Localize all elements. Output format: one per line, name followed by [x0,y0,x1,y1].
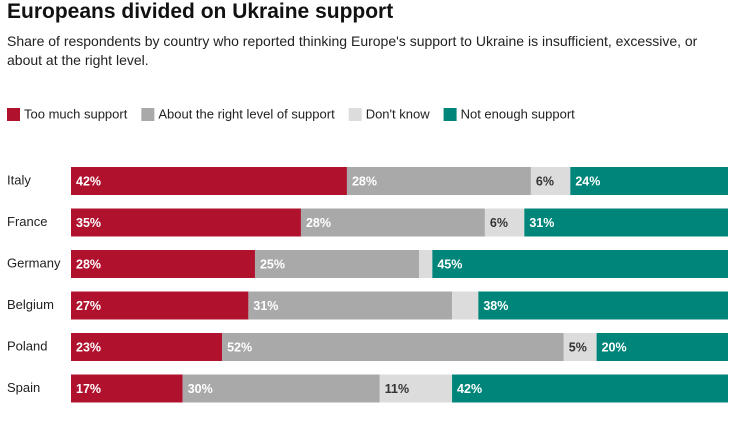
value-label: 28% [76,257,101,271]
value-label: 42% [76,174,101,188]
bar-segment [484,208,525,237]
legend-swatch [348,108,362,121]
bar-segment [478,291,728,320]
category-label: Germany [7,255,61,270]
bar-segment [419,250,433,278]
value-label: 28% [352,174,377,188]
bar-segment [254,250,420,278]
bar-segment [563,333,597,361]
category-label: France [7,214,47,229]
value-label: 11% [385,382,409,396]
category-label: Spain [7,380,40,395]
bar-segment [570,167,728,195]
value-label: 31% [253,299,278,313]
legend-label: Not enough support [461,106,576,121]
legend-swatch [443,108,457,121]
value-label: 23% [76,340,101,354]
bar-segment [222,333,564,361]
bar-segment [300,208,485,237]
chart-subtitle: Share of respondents by country who repo… [7,33,698,68]
bar-segment [452,291,479,320]
value-label: 6% [536,174,554,188]
legend-swatch [141,108,155,121]
category-label: Poland [7,338,47,353]
value-label: 6% [490,216,508,230]
bar-segment [71,167,347,195]
bar-segment [182,374,380,403]
legend-label: Too much support [24,106,128,121]
value-label: 31% [529,216,554,230]
category-label: Belgium [7,297,54,312]
value-label: 24% [575,174,600,188]
value-label: 30% [188,382,213,396]
value-label: 45% [437,257,462,271]
bar-segment [432,250,728,278]
bar-segment [71,333,223,361]
bar-segment [379,374,453,403]
chart-title: Europeans divided on Ukraine support [7,0,394,23]
value-label: 28% [306,216,331,230]
legend-swatch [7,108,20,121]
value-label: 42% [457,382,482,396]
legend-label: Don't know [366,106,431,121]
value-label: 52% [227,340,252,354]
bar-segment [524,208,728,237]
bar-segment [71,208,301,237]
bar-segment [71,250,255,278]
bar-segment [346,167,531,195]
bar-segment [596,333,728,361]
bar-segment [71,291,249,320]
value-label: 17% [76,382,101,396]
legend-label: About the right level of support [158,106,335,121]
value-label: 25% [260,257,285,271]
bar-segment [248,291,453,320]
value-label: 38% [483,299,508,313]
value-label: 35% [76,216,101,230]
category-label: Italy [7,172,31,187]
bar-segment [452,374,728,403]
bar-segment [71,374,183,403]
value-label: 5% [569,340,587,354]
bar-segment [530,167,571,195]
value-label: 27% [76,299,101,313]
value-label: 20% [602,340,627,354]
